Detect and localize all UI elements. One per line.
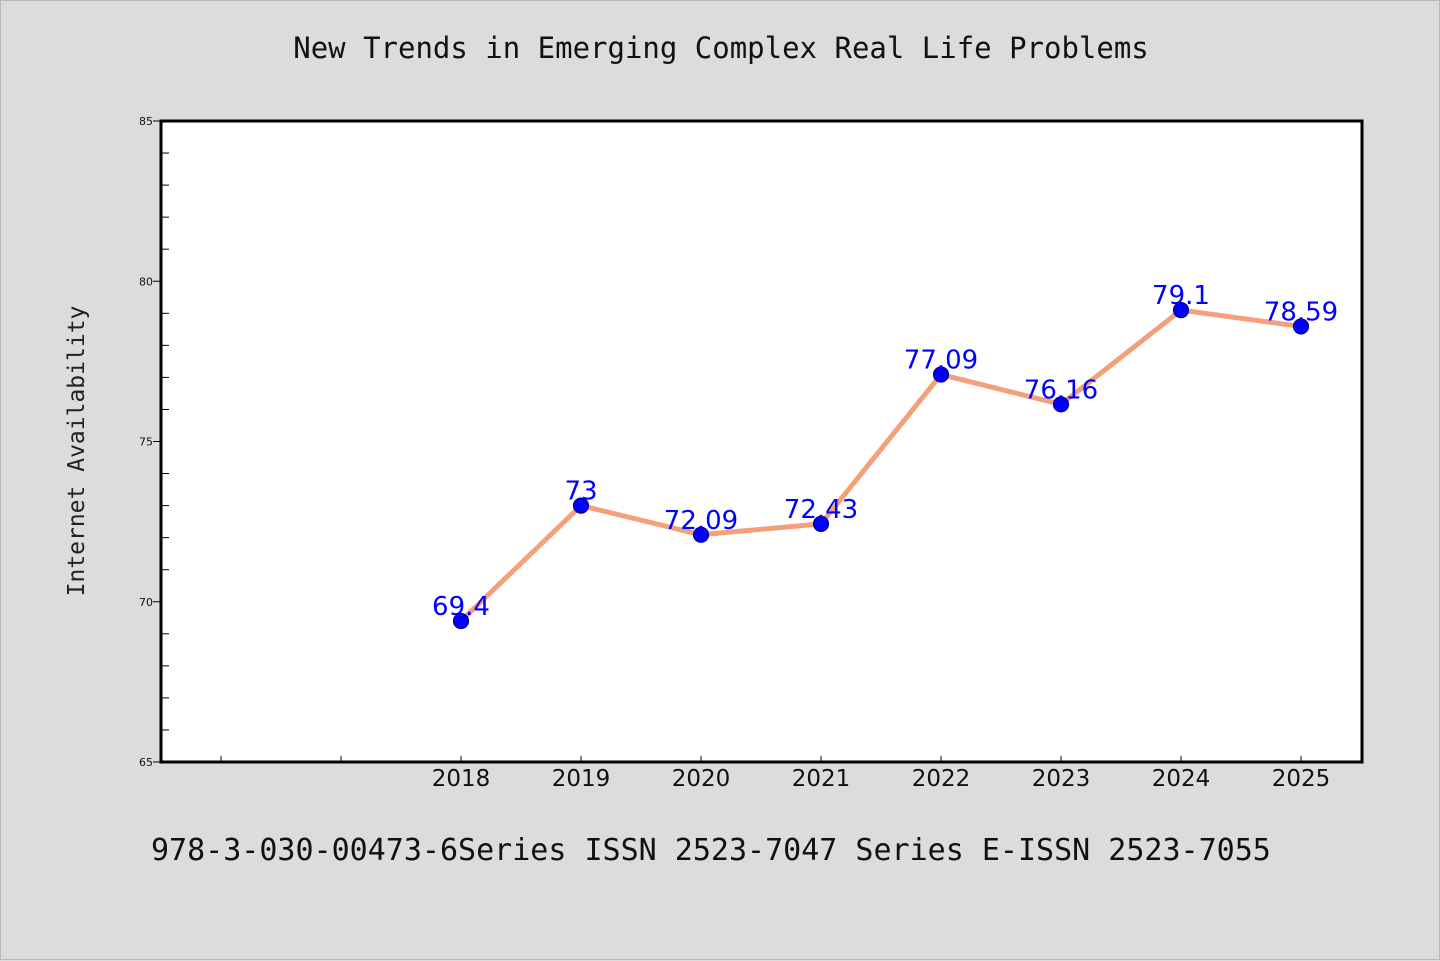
x-tick-label: 2023 (1032, 766, 1091, 792)
data-label: 78.59 (1264, 297, 1338, 327)
x-tick-label: 2024 (1152, 766, 1211, 792)
series-line (458, 307, 1304, 624)
data-point (1292, 318, 1310, 335)
x-tick-label: 2022 (912, 766, 971, 792)
data-label: 69.4 (432, 592, 490, 622)
y-tick-label: 85 (139, 115, 153, 128)
y-tick-label: 65 (139, 756, 153, 769)
data-point (452, 612, 470, 630)
data-point (1052, 396, 1070, 413)
plot-area (161, 121, 1362, 762)
x-tick-label: 2025 (1272, 766, 1331, 792)
x-tick-label: 2020 (672, 766, 731, 792)
data-label: 77.09 (904, 346, 978, 376)
x-tick-label: 2019 (552, 766, 611, 792)
x-tick-label: 2018 (432, 766, 491, 792)
x-tick-label: 2021 (792, 766, 851, 792)
data-label: 76.16 (1024, 375, 1098, 405)
y-tick-label: 80 (139, 275, 153, 288)
data-label: 73 (564, 477, 597, 507)
plot-frame (159, 119, 1364, 764)
chart-title: New Trends in Emerging Complex Real Life… (293, 31, 1149, 65)
data-label: 72.09 (664, 506, 738, 536)
data-point (1172, 301, 1190, 319)
data-label: 79.1 (1152, 281, 1210, 311)
data-point (692, 526, 710, 543)
data-point (812, 515, 830, 532)
footer-text: 978-3-030-00473-6Series ISSN 2523-7047 S… (151, 833, 1271, 868)
y-tick-label: 70 (139, 596, 153, 609)
data-point (932, 366, 950, 383)
y-tick-label: 75 (139, 436, 153, 449)
data-label: 72.43 (784, 495, 858, 525)
data-point (572, 497, 590, 514)
